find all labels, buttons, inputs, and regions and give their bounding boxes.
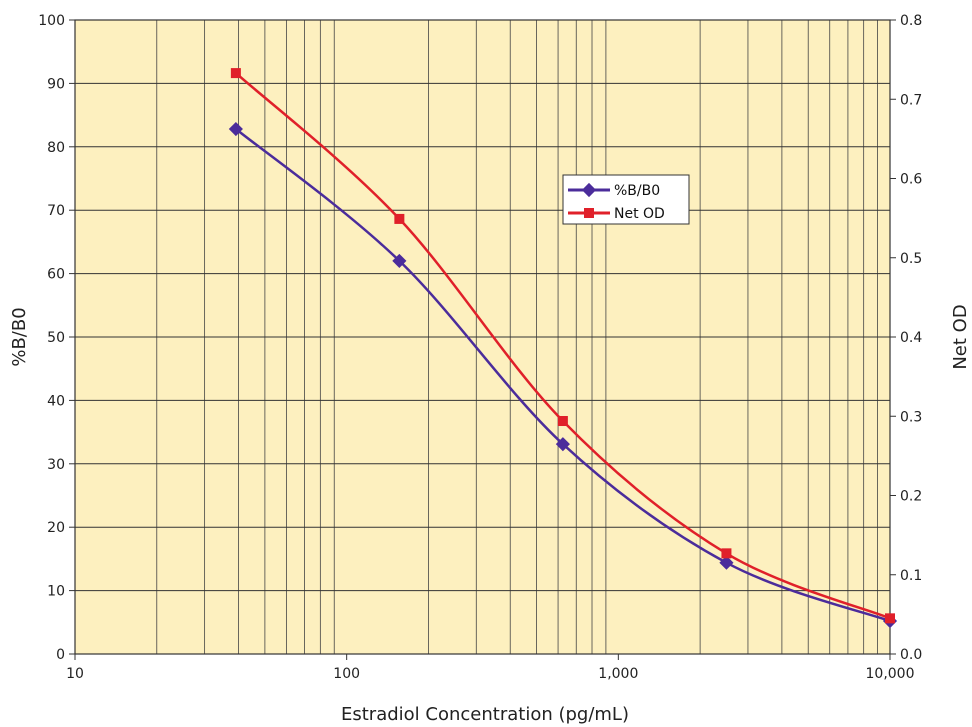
y2-tick-label: 0.5 (900, 251, 922, 267)
series-line-netod (235, 72, 891, 620)
legend-marker-bb0 (581, 182, 597, 198)
legend-marker-netod (584, 208, 594, 218)
y-tick-label: 70 (47, 203, 65, 219)
data-point-bb0 (555, 437, 570, 452)
y2-tick-label: 0.3 (900, 409, 922, 425)
y2-tick-label: 0.4 (900, 330, 922, 346)
y-axis-title: %B/B0 (9, 307, 30, 366)
x-tick-label: 100 (333, 666, 360, 682)
data-point-bb0 (228, 121, 243, 137)
left-axis-ticks: 0 10 20 30 40 50 60 70 80 90 100 (38, 13, 75, 663)
y2-tick-label: 0.2 (900, 489, 922, 505)
data-point-netod (230, 68, 241, 79)
x-axis-title: Estradiol Concentration (pg/mL) (341, 704, 629, 725)
y-tick-label: 20 (47, 520, 65, 536)
y-tick-label: 30 (47, 457, 65, 473)
y2-tick-label: 0.7 (900, 92, 922, 108)
y-tick-label: 10 (47, 584, 65, 600)
y-tick-label: 90 (47, 76, 65, 92)
legend-label-netod: Net OD (614, 206, 665, 222)
y-tick-label: 80 (47, 140, 65, 156)
legend-label-bb0: %B/B0 (614, 183, 660, 199)
y-tick-label: 50 (47, 330, 65, 346)
x-tick-label: 1,000 (598, 666, 638, 682)
y-tick-label: 60 (47, 267, 65, 283)
legend: %B/B0 Net OD (562, 174, 690, 225)
series-layer (228, 68, 898, 629)
right-axis-ticks: 0.0 0.1 0.2 0.3 0.4 0.5 0.6 0.7 0.8 (890, 13, 922, 663)
data-point-netod (885, 613, 895, 624)
y2-tick-label: 0.6 (900, 172, 922, 188)
y2-tick-label: 0.1 (900, 568, 922, 584)
data-point-netod (721, 548, 732, 559)
y-tick-label: 100 (38, 13, 65, 29)
x-tick-label: 10 (66, 666, 84, 682)
x-tick-label: 10,000 (866, 666, 915, 682)
y-tick-label: 40 (47, 393, 65, 409)
y2-axis-title: Net OD (950, 304, 971, 369)
data-point-netod (557, 416, 568, 427)
y-tick-label: 0 (56, 647, 65, 663)
y2-tick-label: 0.0 (900, 647, 922, 663)
y2-tick-label: 0.8 (900, 13, 922, 29)
x-axis-ticks: 10 100 1,000 10,000 (66, 654, 915, 682)
data-point-bb0 (719, 555, 734, 570)
data-point-netod (394, 213, 405, 224)
